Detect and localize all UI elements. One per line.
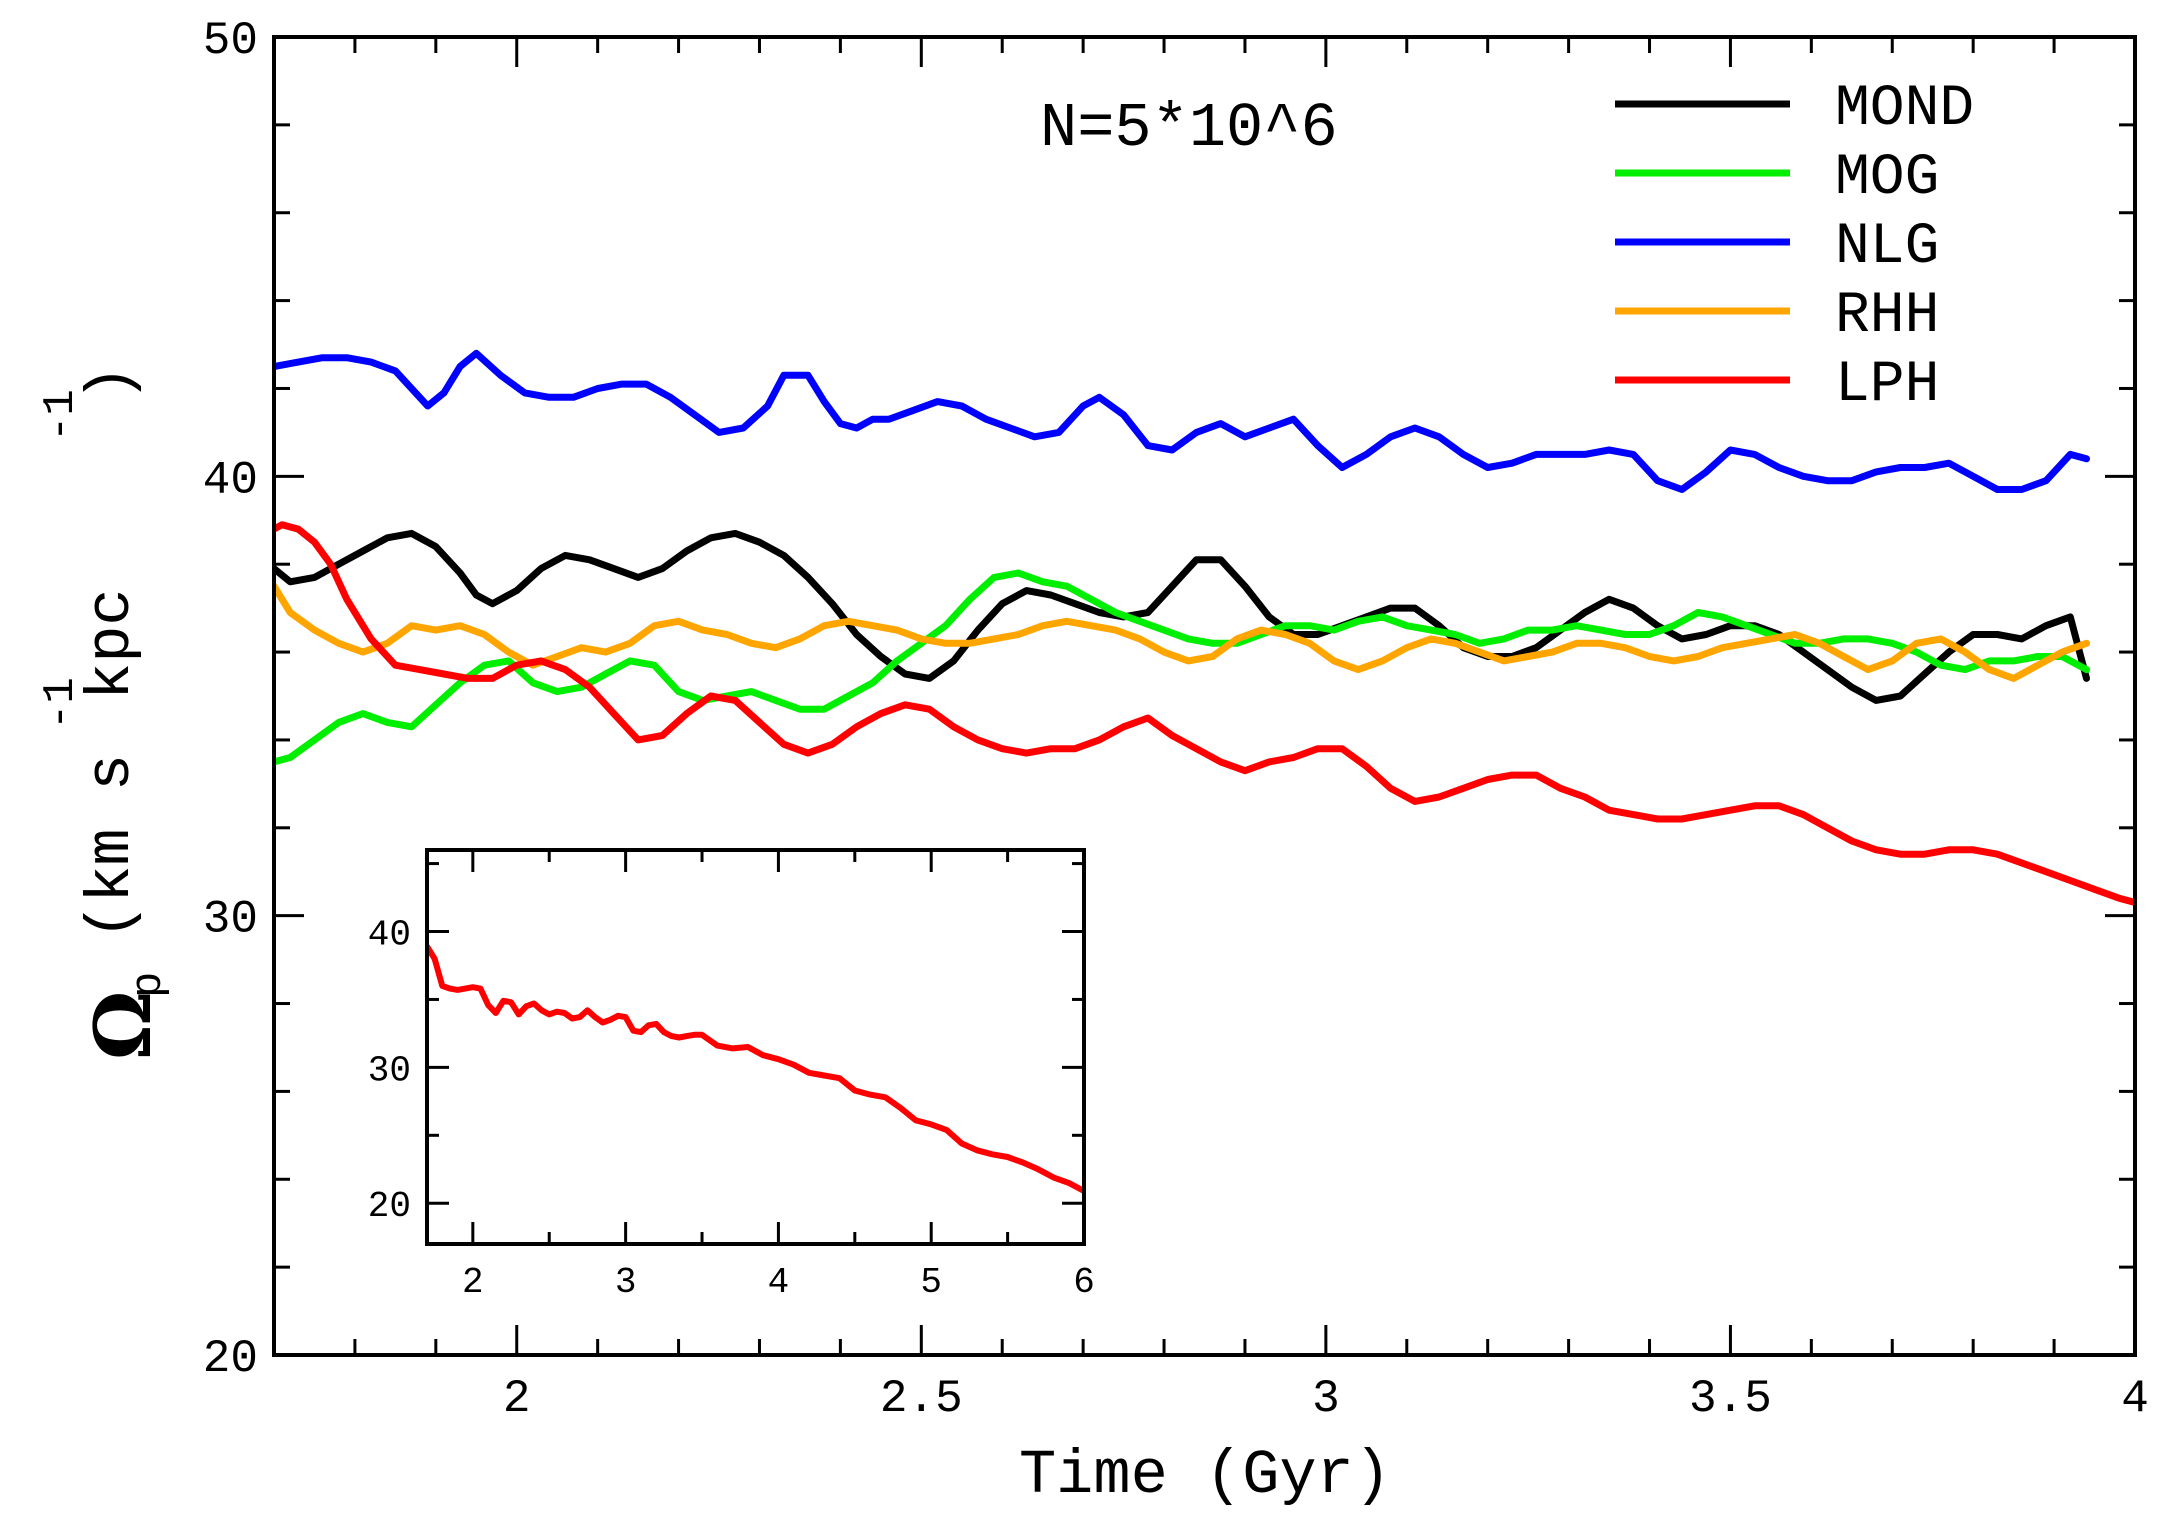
main-x-tick-label: 2.5 xyxy=(880,1373,963,1425)
main-x-tick-label: 3.5 xyxy=(1689,1373,1772,1425)
inset-x-tick-label: 3 xyxy=(615,1262,637,1303)
main-series-line-nlg xyxy=(274,349,2090,493)
y-axis-units-part-a: (km s xyxy=(76,754,147,940)
inset-background xyxy=(427,850,1084,1244)
main-x-tick-label: 4 xyxy=(2121,1373,2149,1425)
legend-label-nlg: NLG xyxy=(1835,215,1939,280)
inset-x-tick-label: 2 xyxy=(462,1262,484,1303)
inset-series-line-lph xyxy=(427,943,1084,1194)
y-axis-units-close: ) xyxy=(76,365,147,402)
y-axis-title: Ω p (km s -1 kpc -1 ) xyxy=(36,365,174,1060)
y-axis-omega-symbol: Ω xyxy=(78,991,169,1060)
legend-label-mog: MOG xyxy=(1835,146,1939,211)
main-series-group xyxy=(274,349,2135,906)
main-axes: 2 2.5 3 3.5 4 20 30 40 50 xyxy=(203,15,2149,1425)
main-y-tick-label: 20 xyxy=(203,1333,258,1385)
inset-axes: 2 3 4 5 6 20 30 40 xyxy=(368,850,1095,1303)
main-y-tick-label: 40 xyxy=(203,454,258,506)
main-x-tick-label: 2 xyxy=(503,1373,531,1425)
main-plot: 2 2.5 3 3.5 4 20 30 40 50 xyxy=(203,15,2149,1425)
y-axis-units-exp-1: -1 xyxy=(36,677,86,730)
legend-label-rhh: RHH xyxy=(1835,284,1939,349)
inset-x-tick-label: 6 xyxy=(1073,1262,1095,1303)
inset-x-tick-label: 4 xyxy=(768,1262,790,1303)
legend-label-lph: LPH xyxy=(1835,353,1939,418)
main-y-tick-label: 50 xyxy=(203,15,258,67)
main-plot-frame xyxy=(272,35,2137,1357)
inset-plot: 2 3 4 5 6 20 30 40 xyxy=(368,848,1095,1303)
inset-plot-frame xyxy=(425,848,1086,1246)
main-series-line-lph xyxy=(274,521,2135,906)
y-axis-units-exp-2: -1 xyxy=(36,389,86,442)
inset-y-tick-label: 40 xyxy=(368,915,411,956)
y-axis-units-part-b: kpc xyxy=(76,588,147,700)
sample-size-annotation: N=5*10^6 xyxy=(1040,93,1338,164)
x-axis-title: Time (Gyr) xyxy=(1019,1440,1391,1511)
inset-y-tick-label: 20 xyxy=(368,1186,411,1227)
main-series-line-rhh xyxy=(274,582,2090,682)
inset-x-tick-label: 5 xyxy=(920,1262,942,1303)
main-x-tick-label: 3 xyxy=(1312,1373,1340,1425)
main-y-tick-label: 30 xyxy=(203,894,258,946)
inset-series-group xyxy=(427,943,1084,1194)
inset-y-tick-label: 30 xyxy=(368,1050,411,1091)
y-axis-omega-subscript: p xyxy=(124,972,174,998)
legend-label-mond: MOND xyxy=(1835,77,1974,142)
